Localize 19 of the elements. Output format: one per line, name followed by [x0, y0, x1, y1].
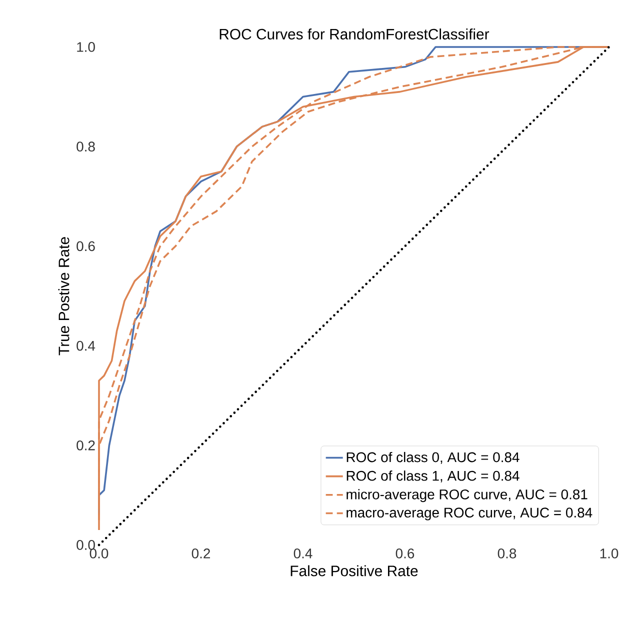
- y-axis-title: True Postive Rate: [58, 237, 70, 356]
- x-tick-label: 0.0: [90, 548, 108, 558]
- x-tick-label: 1.0: [600, 548, 618, 558]
- y-tick-label: 0.2: [76, 440, 95, 450]
- y-tick-label: 1.0: [77, 42, 95, 52]
- x-tick-label: 0.2: [192, 548, 210, 558]
- x-axis-title: False Positive Rate: [290, 565, 418, 576]
- x-tick-label: 0.6: [396, 548, 414, 558]
- x-tick-label: 0.8: [498, 548, 516, 558]
- legend-label: micro-average ROC curve, AUC = 0.81: [346, 489, 588, 502]
- legend-label: ROC of class 1, AUC = 0.84: [346, 470, 520, 482]
- y-tick-label: 0.0: [76, 540, 95, 550]
- legend-label: macro-average ROC curve, AUC = 0.84: [346, 508, 592, 520]
- y-tick-label: 0.8: [76, 142, 95, 152]
- y-tick-label: 0.6: [76, 241, 95, 252]
- legend-label: ROC of class 0, AUC = 0.84: [346, 452, 520, 464]
- x-tick-label: 0.4: [294, 548, 312, 558]
- y-tick-label: 0.4: [76, 340, 96, 351]
- chart-title: ROC Curves for RandomForestClassifier: [220, 28, 490, 40]
